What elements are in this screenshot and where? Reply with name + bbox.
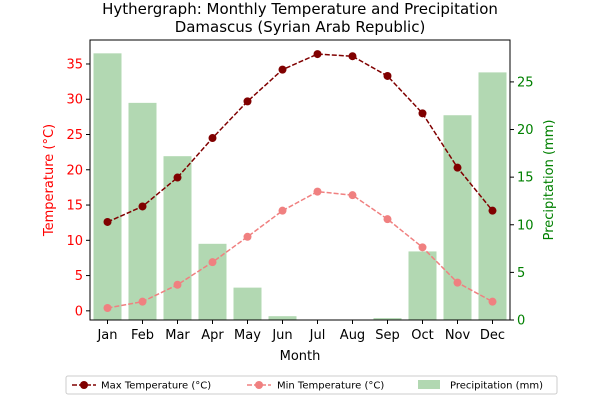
- y-left-tick-label: 35: [66, 57, 83, 72]
- y-right-tick-label: 0: [517, 314, 525, 329]
- x-tick-label: Aug: [340, 328, 365, 343]
- legend-max-label: Max Temperature (°C): [101, 381, 211, 392]
- y-left-tick-label: 20: [66, 163, 83, 178]
- x-tick-label: Jun: [271, 328, 292, 343]
- y-right-tick-label: 20: [517, 123, 534, 138]
- max-temp-point-jun: [278, 65, 287, 74]
- temperature-points: [103, 50, 497, 313]
- min-temperature-line: [107, 190, 493, 309]
- max-temp-point-dec: [488, 206, 497, 215]
- y-right-tick-label: 15: [517, 171, 534, 186]
- x-tick-label: Oct: [411, 328, 433, 343]
- y-right-axis-ticks: 0 5 10 15 20 25: [510, 75, 534, 329]
- min-temp-point-nov: [453, 278, 462, 287]
- chart-title: Hythergraph: Monthly Temperature and Pre…: [102, 0, 498, 18]
- x-tick-label: Sep: [375, 328, 400, 343]
- y-left-tick-label: 25: [66, 128, 83, 143]
- y-right-tick-label: 5: [517, 266, 525, 281]
- max-temp-point-nov: [453, 163, 462, 172]
- max-temp-point-aug: [348, 52, 357, 61]
- min-temp-point-jul: [313, 187, 322, 196]
- x-tick-label: Nov: [445, 328, 471, 343]
- max-temp-point-may: [243, 97, 252, 106]
- y-left-tick-label: 10: [66, 234, 83, 249]
- y-right-tick-label: 10: [517, 218, 534, 233]
- min-temp-point-jun: [278, 206, 287, 215]
- max-temperature-line: [107, 53, 494, 223]
- x-tick-label: Dec: [480, 328, 505, 343]
- y-left-axis-ticks: 0 5 10 15 20 25 30 35: [66, 57, 90, 319]
- max-temp-point-oct: [418, 109, 427, 118]
- min-temp-point-aug: [348, 191, 357, 200]
- min-temp-point-dec: [488, 297, 497, 306]
- min-temp-point-sep: [383, 215, 392, 224]
- legend-min-label: Min Temperature (°C): [277, 381, 384, 392]
- legend-min-marker: [255, 381, 263, 389]
- min-temp-point-jan: [103, 304, 112, 313]
- min-temp-point-may: [243, 232, 252, 241]
- min-temp-point-feb: [138, 297, 147, 306]
- legend-precip-swatch: [418, 380, 440, 389]
- legend-max-marker: [80, 381, 88, 389]
- min-temp-point-oct: [418, 243, 427, 252]
- legend: Max Temperature (°C) Min Temperature (°C…: [65, 375, 558, 395]
- max-temp-point-feb: [138, 202, 147, 211]
- y-left-axis-label: Temperature (°C): [42, 124, 57, 237]
- max-temp-point-sep: [383, 71, 392, 80]
- precip-bar-mar: [163, 156, 192, 320]
- max-temp-point-mar: [173, 173, 182, 182]
- x-tick-label: Jul: [309, 328, 326, 343]
- plot-frame: [89, 39, 511, 321]
- legend-precip-label: Precipitation (mm): [450, 381, 543, 392]
- precip-bar-feb: [128, 102, 157, 320]
- x-tick-label: Mar: [165, 328, 190, 343]
- y-left-tick-label: 15: [66, 199, 83, 214]
- y-right-axis-label: Precipitation (mm): [542, 120, 557, 241]
- min-temp-point-apr: [208, 258, 217, 267]
- precip-bar-oct: [408, 251, 437, 320]
- x-tick-label: Apr: [201, 328, 224, 343]
- x-axis-label: Month: [280, 349, 321, 364]
- precip-bar-jun: [268, 316, 297, 320]
- x-axis-ticks: Jan Feb Mar Apr May Jun Jul Aug Sep Oct Nov Dec: [96, 320, 505, 343]
- x-tick-label: Jan: [96, 328, 117, 343]
- precip-bar-may: [233, 287, 262, 320]
- min-temp-point-mar: [173, 280, 182, 289]
- precip-bar-jan: [93, 53, 122, 320]
- y-left-tick-label: 30: [66, 93, 83, 108]
- x-tick-label: Feb: [131, 328, 154, 343]
- max-temp-point-jul: [313, 50, 322, 59]
- x-tick-label: May: [234, 328, 261, 343]
- precip-bar-dec: [478, 72, 507, 320]
- y-left-tick-label: 5: [75, 269, 83, 284]
- temperature-lines: [107, 53, 494, 309]
- y-right-tick-label: 25: [517, 75, 534, 90]
- y-left-tick-label: 0: [75, 304, 83, 319]
- max-temp-point-jan: [103, 217, 112, 226]
- max-temp-point-apr: [208, 134, 217, 143]
- precip-bar-sep: [373, 318, 402, 320]
- precipitation-bars: [93, 53, 507, 320]
- chart-subtitle: Damascus (Syrian Arab Republic): [175, 18, 426, 36]
- precip-bar-apr: [198, 243, 227, 320]
- precip-bar-nov: [443, 115, 472, 320]
